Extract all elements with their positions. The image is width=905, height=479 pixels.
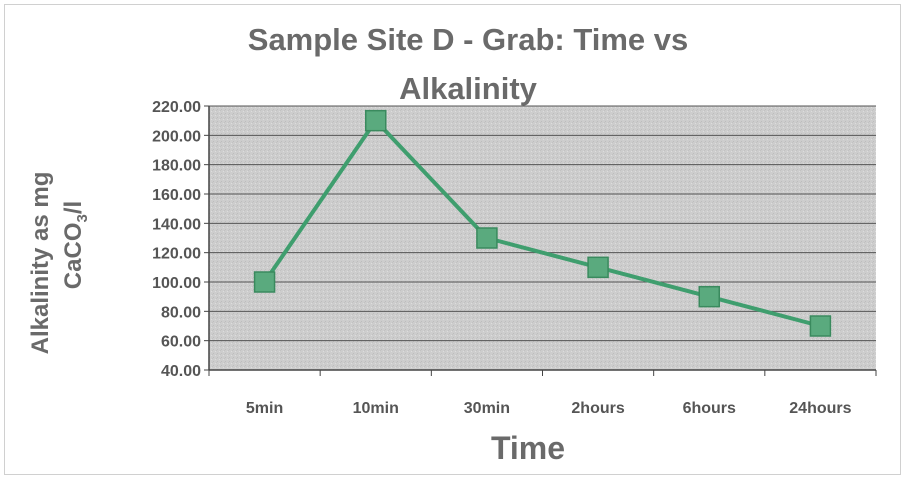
y-axis-title-subscript: 3 [74, 214, 91, 222]
x-axis-ticks: 5min 10min 30min 2hours 6hours 24hours [208, 370, 877, 417]
data-point-marker [253, 271, 276, 293]
chart-title-line-2: Alkalinity [399, 71, 538, 106]
line-chart: Sample Site D - Grab: Time vs Alkalinity… [27, 22, 877, 466]
y-tick-label: 100.00 [152, 275, 201, 292]
y-tick-label: 80.00 [161, 304, 201, 321]
y-axis-ticks: 40.00 60.00 80.00 100.00 120.00 140.00 160.00 1… [152, 99, 209, 380]
data-point-marker [698, 285, 720, 308]
data-point-marker [809, 315, 832, 337]
data-point-marker [587, 256, 609, 279]
x-tick-label: 5min [246, 400, 283, 417]
x-tick-label: 24hours [789, 400, 851, 417]
x-tick-label: 6hours [683, 400, 736, 417]
y-tick-label: 120.00 [152, 246, 201, 263]
y-tick-label: 140.00 [152, 216, 201, 233]
y-tick-label: 180.00 [152, 158, 201, 175]
chart-frame: Sample Site D - Grab: Time vs Alkalinity… [4, 4, 901, 475]
data-point-marker [365, 109, 387, 132]
y-axis-title-line-2: CaCO3/l [60, 201, 91, 289]
x-axis-title: Time [491, 430, 565, 466]
y-tick-label: 200.00 [152, 128, 201, 145]
grid-lines [209, 105, 876, 342]
y-axis-title-line-1: Alkalinity as mg [27, 172, 54, 355]
data-point-marker [476, 227, 498, 249]
series-line [262, 118, 821, 328]
chart-title-line-1: Sample Site D - Grab: Time vs [248, 22, 688, 57]
y-axis-title-unit: /l [60, 201, 87, 214]
y-tick-label: 60.00 [161, 334, 201, 351]
series-layer [253, 109, 832, 337]
y-axis-title-chem: CaCO [60, 223, 87, 290]
y-tick-label: 220.00 [152, 99, 201, 116]
y-tick-label: 160.00 [152, 187, 201, 204]
x-tick-label: 10min [353, 400, 399, 417]
y-tick-label: 40.00 [161, 363, 201, 380]
x-tick-label: 2hours [571, 400, 624, 417]
x-tick-label: 30min [464, 400, 510, 417]
plot-area [209, 106, 876, 370]
